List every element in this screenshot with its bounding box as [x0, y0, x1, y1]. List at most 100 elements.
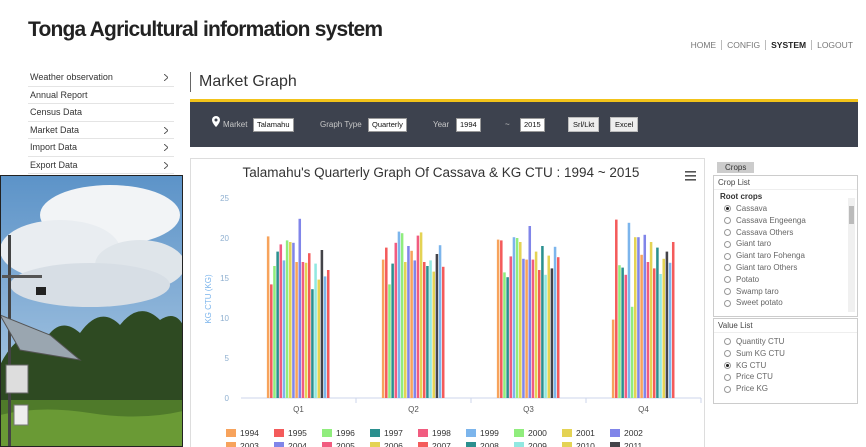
year-to-select[interactable]: 2015	[520, 118, 545, 132]
menu-item[interactable]: Annual Report	[28, 87, 174, 104]
value-option[interactable]: Price KG	[714, 383, 857, 395]
menu-item[interactable]: Weather observation	[28, 69, 174, 87]
legend-label: 1999	[480, 428, 499, 438]
graph-type-label: Graph Type	[320, 120, 362, 129]
radio	[724, 228, 731, 236]
legend-label: 2004	[288, 441, 307, 447]
radio	[724, 264, 731, 272]
legend-label: 2000	[528, 428, 547, 438]
bar	[652, 268, 656, 398]
crop-option[interactable]: Sweet potato	[714, 297, 857, 309]
crop-option[interactable]: Cassava	[714, 203, 857, 215]
submenu-arrow	[164, 74, 168, 81]
crop-option-label: Swamp taro	[736, 286, 779, 296]
legend-swatch	[514, 429, 524, 437]
side-menu: Weather observation Annual Report Census D…	[28, 69, 174, 174]
y-axis-title: KG CTU (KG)	[204, 274, 213, 324]
menu-item[interactable]: Import Data	[28, 139, 174, 157]
crop-option-label: Giant taro Others	[736, 262, 798, 272]
legend-label: 2008	[480, 441, 499, 447]
bar	[665, 251, 669, 398]
year-from-select[interactable]: 1994	[456, 118, 481, 132]
bar	[531, 259, 535, 398]
radio	[724, 373, 731, 381]
legend-swatch	[466, 429, 476, 437]
chart-menu-icon[interactable]	[685, 171, 696, 181]
menu-item[interactable]: Market Data	[28, 122, 174, 139]
crop-list: Crop List Root crops Cassava Cassava Enge…	[713, 175, 858, 317]
value-option[interactable]: Sum KG CTU	[714, 348, 857, 360]
bar	[528, 226, 532, 398]
submenu-arrow	[164, 161, 168, 169]
legend-swatch	[418, 429, 428, 437]
bar	[496, 239, 500, 398]
bar	[621, 267, 624, 398]
value-option[interactable]: KG CTU	[714, 360, 857, 372]
x-tick-label: Q4	[638, 405, 649, 414]
legend-label: 2011	[624, 441, 643, 447]
crop-option[interactable]: Giant taro	[714, 238, 857, 250]
crops-tab[interactable]: Crops	[717, 162, 755, 173]
search-button[interactable]: Srl/Lkt	[568, 117, 600, 132]
graph-type-select[interactable]: Quarterly	[368, 118, 407, 132]
legend-label: 2003	[240, 441, 259, 447]
crops-panel: Crops Crop List Root crops Cassava Cassav…	[713, 160, 858, 447]
bar	[627, 222, 631, 398]
bar	[656, 247, 659, 398]
bar	[630, 306, 634, 398]
bar	[662, 258, 666, 398]
bar	[301, 262, 305, 398]
bar	[266, 236, 270, 398]
excel-button[interactable]: Excel	[610, 117, 639, 132]
crop-option[interactable]: Potato	[714, 274, 857, 286]
crop-option[interactable]: Giant taro Fohenga	[714, 250, 857, 262]
bar	[637, 237, 640, 398]
nav-link[interactable]: HOME	[690, 40, 717, 50]
crop-list-title: Crop List	[714, 176, 857, 190]
crop-option[interactable]: Cassava Others	[714, 227, 857, 239]
bar	[410, 250, 413, 398]
bar	[640, 254, 643, 398]
market-select[interactable]: Talamahu	[253, 118, 294, 132]
nav-link[interactable]: CONFIG	[721, 40, 765, 50]
nav-link[interactable]: LOGOUT	[811, 40, 858, 50]
radio	[724, 240, 731, 248]
submenu-arrow	[164, 144, 168, 151]
value-option[interactable]: Price CTU	[714, 371, 857, 383]
value-option[interactable]: Quantity CTU	[714, 336, 857, 348]
menu-item[interactable]: Census Data	[28, 104, 174, 122]
legend-swatch	[610, 429, 620, 437]
crop-option-label: Cassava Others	[736, 227, 794, 237]
radio	[724, 361, 731, 369]
legend-swatch	[370, 429, 380, 437]
value-option-label: Price CTU	[736, 372, 773, 382]
crop-option[interactable]: Swamp taro	[714, 286, 857, 298]
legend-swatch	[562, 429, 572, 437]
nav-link[interactable]: SYSTEM	[765, 40, 811, 50]
legend-swatch	[322, 442, 332, 447]
bar	[282, 260, 286, 398]
bar	[643, 234, 647, 398]
bar	[618, 265, 621, 398]
radio	[724, 217, 731, 225]
chart-title: Talamahu's Quarterly Graph Of Cassava & …	[243, 165, 640, 180]
y-tick-label: 25	[220, 194, 229, 203]
bar	[413, 260, 417, 398]
bar	[416, 235, 420, 398]
y-tick-label: 0	[225, 394, 230, 403]
bar	[276, 251, 279, 398]
bar	[419, 232, 423, 398]
legend-label: 1997	[384, 428, 403, 438]
legend-label: 1994	[240, 428, 259, 438]
crop-option-label: Sweet potato	[736, 298, 783, 308]
crop-option[interactable]: Cassava Engeenga	[714, 215, 857, 227]
value-option-label: Sum KG CTU	[736, 348, 785, 358]
legend-label: 2009	[528, 441, 547, 447]
chart-panel: Talamahu's Quarterly Graph Of Cassava & …	[190, 158, 705, 447]
bar	[311, 289, 314, 398]
bar	[441, 266, 445, 398]
menu-item[interactable]: Export Data	[28, 157, 174, 174]
legend-swatch	[274, 429, 284, 437]
crop-option[interactable]: Giant taro Others	[714, 262, 857, 274]
weather-station-photo	[0, 175, 183, 447]
